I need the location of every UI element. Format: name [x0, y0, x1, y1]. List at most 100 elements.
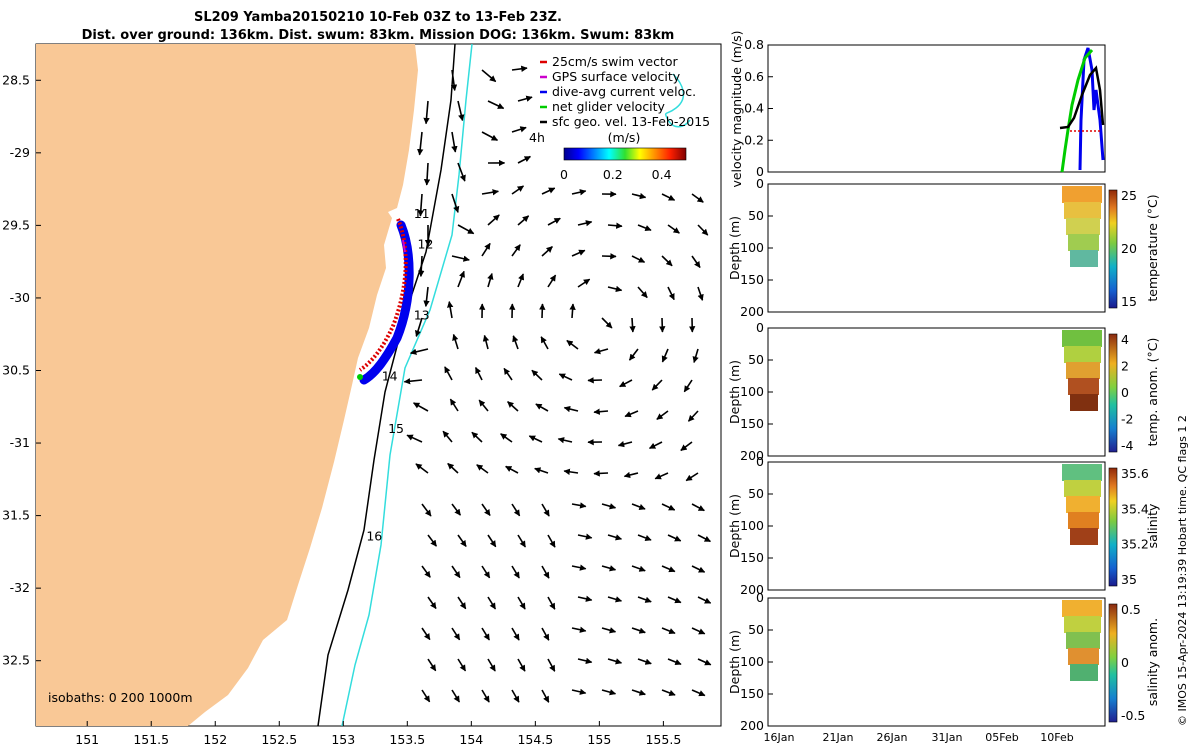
velocity-arrow: [631, 192, 647, 200]
profile-data-patch: [1060, 464, 1104, 589]
velocity-ylabel: velocity magnitude (m/s): [729, 30, 744, 187]
velocity-arrow: [418, 255, 425, 278]
velocity-arrow: [571, 688, 587, 695]
map-panel[interactable]: 11 12 13 14 15 16 151 151.5 152 152.5 153 153.5 154…: [2, 43, 722, 747]
velocity-series-net: [1060, 49, 1094, 173]
colorbar-tick-label: 0.2: [603, 167, 623, 182]
velocity-arrow: [648, 441, 663, 450]
colorbar-label: salinity anom.: [1145, 618, 1160, 706]
depth-tick-label: 150: [740, 272, 764, 287]
speed-colorbar: [563, 147, 687, 161]
velocity-arrow: [481, 627, 490, 641]
colorbar-tick-label: 0.5: [1121, 602, 1141, 617]
velocity-arrow: [450, 69, 458, 92]
velocity-arrow: [481, 689, 490, 703]
colorbar-tick-label: 4: [1121, 332, 1129, 347]
velocity-arrow: [427, 534, 438, 547]
lon-tick-label: 152: [203, 732, 227, 747]
velocity-arrow: [571, 189, 587, 196]
velocity-arrow: [487, 214, 500, 226]
time-tick-label: 31Jan: [932, 731, 963, 744]
velocity-arrow: [421, 565, 431, 578]
velocity-arrow: [517, 596, 526, 610]
depth-axis: 0 50 100 150 200: [740, 454, 773, 597]
lon-tick-label: 154.5: [517, 732, 553, 747]
colorbar-tick-label: 35.4: [1121, 501, 1149, 516]
isobath-1000m: [341, 44, 473, 726]
velocity-arrow: [531, 369, 543, 381]
profile-colorbar: [1108, 333, 1118, 453]
velocity-arrow: [517, 95, 533, 102]
velocity-arrow: [692, 348, 699, 364]
depth-tick-label: 200: [740, 718, 764, 733]
velocity-arrow: [452, 333, 459, 350]
velocity-arrow: [511, 503, 521, 517]
glider-track-gps: [402, 239, 406, 253]
velocity-arrow: [654, 472, 669, 480]
velocity-arrow: [607, 222, 623, 229]
day-labels: 11 12 13 14 15 16: [366, 206, 433, 543]
lon-tick-label: 153.5: [389, 732, 425, 747]
velocity-arrow: [697, 596, 712, 604]
velocity-tick-label: 0.8: [744, 37, 764, 52]
depth-tick-label: 50: [748, 208, 764, 223]
velocity-arrow: [697, 286, 704, 301]
velocity-arrow: [517, 215, 530, 226]
velocity-arrow: [541, 627, 550, 641]
velocity-arrow: [487, 100, 505, 110]
velocity-arrow: [651, 379, 663, 391]
velocity-arrow: [661, 689, 676, 696]
velocity-arrow: [637, 596, 652, 603]
velocity-arrow: [547, 534, 556, 548]
velocity-arrow: [637, 224, 652, 232]
velocity-arrow: [541, 246, 553, 257]
lon-tick-label: 154: [459, 732, 483, 747]
velocity-arrow: [607, 534, 623, 541]
velocity-arrow: [661, 348, 669, 363]
velocity-arrow: [569, 303, 576, 319]
profile-data-patch: [1060, 600, 1104, 725]
colorbar-tick-label: 0: [1121, 385, 1129, 400]
velocity-arrow: [628, 348, 639, 361]
colorbar-tick-label: 15: [1121, 294, 1137, 309]
velocity-tick-label: 0.2: [744, 132, 764, 147]
velocity-arrow: [637, 286, 648, 299]
profile-colorbar: [1108, 603, 1118, 723]
colorbar-tick-label: 20: [1121, 241, 1137, 256]
velocity-arrow: [423, 100, 430, 125]
velocity-arrow: [577, 278, 591, 288]
velocity-arrow: [444, 366, 453, 381]
velocity-arrow: [563, 468, 579, 475]
colorbar-tick-label: 0: [560, 167, 568, 182]
velocity-arrow: [623, 471, 639, 479]
velocity-arrow: [624, 410, 639, 418]
depth-ylabel: Depth (m): [727, 630, 742, 694]
velocity-arrow: [577, 657, 593, 664]
velocity-arrow: [691, 565, 706, 573]
velocity-arrow: [637, 658, 652, 665]
profile-panel[interactable]: 0 50 100 150 200 Depth (m) 4 2 0 -2 -4 temp. anom. …: [727, 320, 1160, 463]
velocity-arrow: [507, 401, 519, 412]
velocity-arrow: [414, 317, 423, 338]
velocity-arrow: [563, 405, 579, 413]
depth-ylabel: Depth (m): [727, 216, 742, 280]
depth-tick-label: 0: [756, 590, 764, 605]
depth-axis: 0 50 100 150 200: [740, 176, 773, 319]
profile-panel[interactable]: 0 50 100 150 200 Depth (m) 35.6 35.4 35.2 35 salin…: [727, 454, 1160, 597]
depth-tick-label: 200: [740, 448, 764, 463]
velocity-arrow: [577, 533, 593, 540]
velocity-arrow: [631, 565, 646, 572]
profile-panel[interactable]: 0 50 100 150 200 Depth (m) 25 20 15 temperature (…: [727, 176, 1160, 319]
velocity-arrow: [697, 224, 709, 236]
velocity-arrow: [487, 658, 496, 672]
velocity-arrow: [451, 131, 458, 153]
depth-tick-label: 150: [740, 416, 764, 431]
depth-tick-label: 50: [748, 352, 764, 367]
velocity-arrow: [593, 348, 609, 355]
velocity-panel[interactable]: 0 0.2 0.4 0.6 0.8 velocity magnitude (m/s): [729, 30, 1106, 188]
velocity-arrow: [421, 689, 431, 703]
velocity-arrow: [427, 596, 437, 610]
